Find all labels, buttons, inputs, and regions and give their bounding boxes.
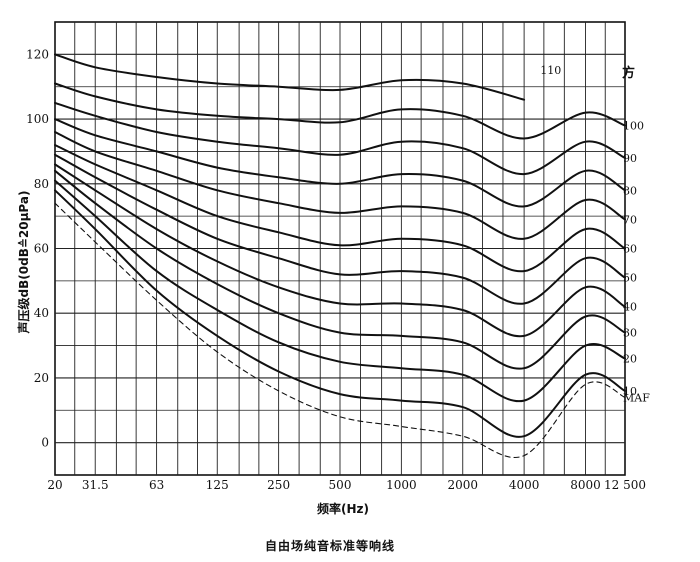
curve-maf	[54, 202, 626, 458]
x-tick-label: 8000	[570, 478, 601, 492]
curve-label: 40	[623, 301, 637, 314]
curve-label: 90	[623, 152, 637, 165]
curves	[54, 53, 626, 458]
unit-label: 方	[622, 65, 635, 81]
curve-90	[54, 101, 626, 176]
curve-label: 110	[540, 64, 561, 77]
curve-label: MAF	[623, 391, 650, 404]
y-tick-label: 20	[34, 371, 49, 385]
y-axis-title: 声压级dB(0dB≙20μPa)	[16, 191, 31, 335]
curve-20	[54, 179, 626, 403]
x-tick-label: 63	[149, 478, 164, 492]
curve-110	[54, 53, 526, 101]
y-tick-label: 120	[26, 47, 49, 61]
curve-label: 80	[623, 184, 637, 197]
x-tick-label: 1000	[386, 478, 417, 492]
x-tick-label: 250	[267, 478, 290, 492]
curve-label: 30	[623, 327, 637, 340]
curve-40	[54, 163, 626, 338]
curve-60	[54, 144, 626, 273]
x-tick-label: 2000	[447, 478, 478, 492]
x-tick-label: 31.5	[82, 478, 109, 492]
curve-30	[54, 169, 626, 370]
curve-label: 100	[623, 120, 644, 133]
curve-label: 10	[623, 385, 637, 398]
y-tick-label: 80	[34, 177, 49, 191]
x-tick-label: 4000	[509, 478, 540, 492]
curve-label: 60	[623, 243, 637, 256]
y-tick-label: 40	[34, 306, 49, 320]
x-axis-title: 频率(Hz)	[317, 501, 369, 516]
curve-80	[54, 118, 626, 208]
x-tick-label: 500	[329, 478, 352, 492]
curve-label: 70	[623, 213, 637, 226]
y-tick-label: 0	[41, 436, 49, 450]
caption: 自由场纯音标准等响线	[265, 538, 395, 553]
x-tick-label: 12 500	[604, 478, 646, 492]
curve-label: 50	[623, 272, 637, 285]
curve-10	[54, 189, 626, 438]
curve-100	[54, 82, 626, 140]
curve-70	[54, 131, 626, 240]
grid	[54, 21, 626, 476]
curve-50	[54, 153, 626, 305]
curve-label: 20	[623, 353, 637, 366]
x-tick-label: 125	[206, 478, 229, 492]
x-tick-label: 20	[47, 478, 62, 492]
labels: 0 20 40 60 80 100 120 20 31.5 63 125 250 500 1000 2000…	[26, 47, 650, 492]
y-tick-label: 100	[26, 112, 49, 126]
y-tick-label: 60	[34, 242, 49, 256]
